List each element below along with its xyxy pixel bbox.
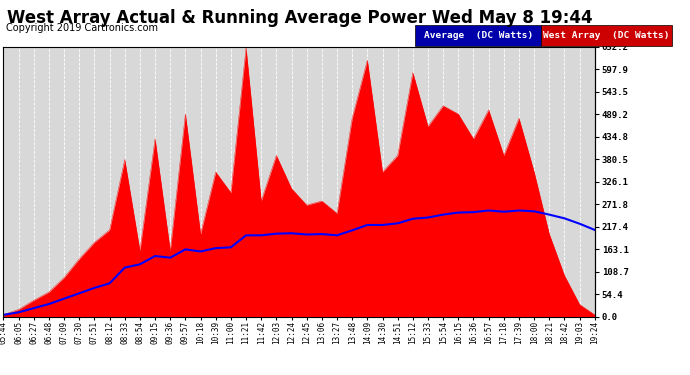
Text: West Array Actual & Running Average Power Wed May 8 19:44: West Array Actual & Running Average Powe… xyxy=(8,9,593,27)
Text: Average  (DC Watts): Average (DC Watts) xyxy=(424,31,533,40)
Text: West Array  (DC Watts): West Array (DC Watts) xyxy=(543,31,670,40)
Text: Copyright 2019 Cartronics.com: Copyright 2019 Cartronics.com xyxy=(6,23,157,33)
